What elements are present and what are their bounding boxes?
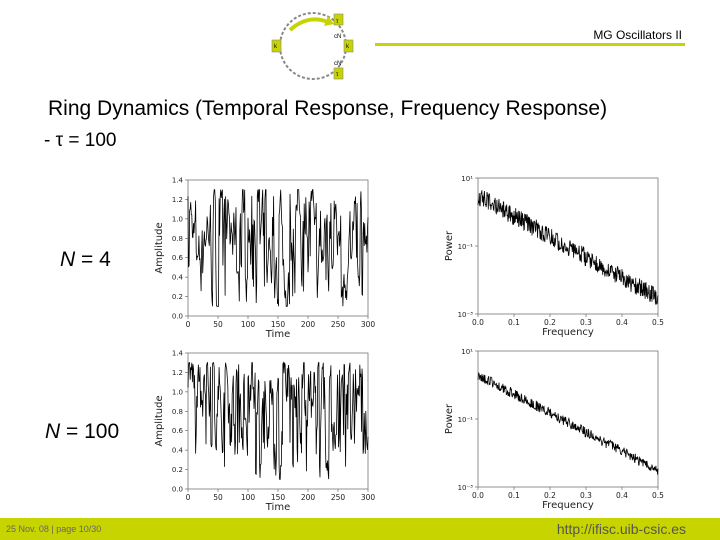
- power-spectrum-line: [477, 371, 659, 475]
- x-tick-label: 250: [331, 493, 346, 502]
- x-tick-label: 300: [361, 493, 376, 502]
- y-tick-label: 1.2: [172, 196, 183, 204]
- y-axis-label: Amplitude: [154, 222, 165, 273]
- y-tick-label: 1.0: [172, 215, 183, 223]
- x-tick-label: 0.2: [544, 318, 556, 327]
- y-tick-label: 0.4: [172, 447, 184, 455]
- ring-label: k: [346, 44, 350, 50]
- plot-frame: [477, 350, 659, 488]
- x-axis-label: Frequency: [542, 327, 594, 338]
- x-tick-label: 150: [271, 493, 286, 502]
- x-tick-label: 200: [301, 320, 316, 329]
- x-tick-label: 0.1: [508, 318, 520, 327]
- time-plot-n100: 0 50 100 150 200 250 300 Time Amplitude 0.0 0.2 0.4…: [154, 350, 376, 514]
- freq-plot-n4: 0.0 0.1 0.2 0.3 0.4 0.5 Frequency Power 10¹ 10⁻¹ 1…: [444, 175, 664, 338]
- ring-arrow: [288, 17, 329, 32]
- y-tick-label: 0.6: [172, 254, 184, 262]
- n-value: = 4: [81, 248, 111, 271]
- x-tick-label: 100: [241, 320, 256, 329]
- ring-node-top: [333, 13, 344, 26]
- x-axis-label: Frequency: [542, 500, 594, 511]
- y-tick-label: 0.8: [172, 235, 183, 243]
- y-axis-label: Power: [444, 403, 455, 434]
- ring-label: τ: [336, 19, 339, 25]
- header-title: MG Oscillators II: [593, 28, 682, 42]
- ring-label: cN: [334, 34, 341, 40]
- y-tick-label: 10⁻³: [458, 311, 474, 319]
- footer-date-page: 25 Nov. 08 | page 10/30: [6, 524, 102, 534]
- y-tick-label: 1.2: [172, 369, 183, 377]
- y-axis-label: Power: [444, 230, 455, 261]
- x-tick-label: 0.0: [472, 491, 484, 500]
- y-tick-label: 1.4: [172, 177, 184, 185]
- y-tick-label: 10⁻¹: [458, 243, 474, 251]
- y-tick-label: 1.4: [172, 350, 184, 358]
- x-tick-label: 0: [186, 493, 191, 502]
- x-tick-label: 0.3: [580, 491, 592, 500]
- n-symbol: N: [45, 420, 61, 443]
- footer-bar: [0, 518, 720, 540]
- x-tick-label: 0.5: [652, 318, 664, 327]
- y-tick-label: 0.2: [172, 466, 183, 474]
- x-tick-label: 0.3: [580, 318, 592, 327]
- power-spectrum-line: [477, 190, 659, 305]
- footer-url[interactable]: http://ifisc.uib-csic.es: [556, 521, 686, 537]
- time-plot-n4: 0 50 100 150 200 250 300 Time Amplitude 0.0 0.2 0.4…: [154, 177, 376, 341]
- x-tick-label: 50: [213, 493, 223, 502]
- y-axis-label: Amplitude: [154, 395, 165, 446]
- y-tick-label: 0.0: [172, 486, 183, 494]
- header-accent-line: [375, 43, 685, 46]
- x-tick-label: 50: [213, 320, 223, 329]
- ring-arrowhead: [324, 16, 334, 26]
- x-tick-label: 250: [331, 320, 346, 329]
- y-tick-label: 10⁻¹: [458, 416, 474, 424]
- y-tick-label: 10¹: [461, 348, 473, 356]
- ring-label: k: [274, 44, 278, 50]
- x-tick-label: 0.4: [616, 491, 628, 500]
- y-tick-label: 0.8: [172, 408, 183, 416]
- ring-node-right: [343, 39, 354, 53]
- x-tick-label: 0.2: [544, 491, 556, 500]
- y-tick-label: 0.2: [172, 293, 183, 301]
- slide-subtitle: - τ = 100: [44, 130, 117, 151]
- x-tick-label: 200: [301, 493, 316, 502]
- freq-plot-n100: 0.0 0.1 0.2 0.3 0.4 0.5 Frequency Power 10¹ 10⁻¹ 1…: [444, 348, 664, 511]
- x-tick-label: 0.5: [652, 491, 664, 500]
- x-tick-label: 0: [186, 320, 191, 329]
- x-tick-label: 100: [241, 493, 256, 502]
- ring-label: τ: [336, 72, 339, 78]
- x-tick-label: 0.4: [616, 318, 628, 327]
- x-tick-label: 150: [271, 320, 286, 329]
- x-tick-label: 0.0: [472, 318, 484, 327]
- n-value: = 100: [66, 420, 120, 443]
- n-label-row-1: N = 4: [60, 248, 111, 272]
- ring-node-bottom: [333, 67, 344, 80]
- slide-title: Ring Dynamics (Temporal Response, Freque…: [48, 97, 608, 120]
- y-tick-label: 0.6: [172, 427, 184, 435]
- x-axis-label: Time: [265, 502, 290, 513]
- plot-frame: [477, 177, 659, 315]
- ring-label: cN: [334, 61, 341, 67]
- y-tick-label: 10¹: [461, 175, 473, 183]
- ring-node-left: [271, 39, 282, 53]
- y-tick-label: 0.0: [172, 313, 183, 321]
- y-tick-label: 10⁻³: [458, 484, 474, 492]
- y-tick-label: 1.0: [172, 388, 183, 396]
- y-tick-label: 0.4: [172, 274, 184, 282]
- x-axis-label: Time: [265, 329, 290, 340]
- n-label-row-2: N = 100: [45, 420, 119, 444]
- amplitude-line: [187, 189, 369, 307]
- x-tick-label: 300: [361, 320, 376, 329]
- ring-logo: τ cN k cN τ k: [268, 8, 358, 93]
- x-tick-label: 0.1: [508, 491, 520, 500]
- amplitude-line: [187, 361, 369, 480]
- n-symbol: N: [60, 248, 76, 271]
